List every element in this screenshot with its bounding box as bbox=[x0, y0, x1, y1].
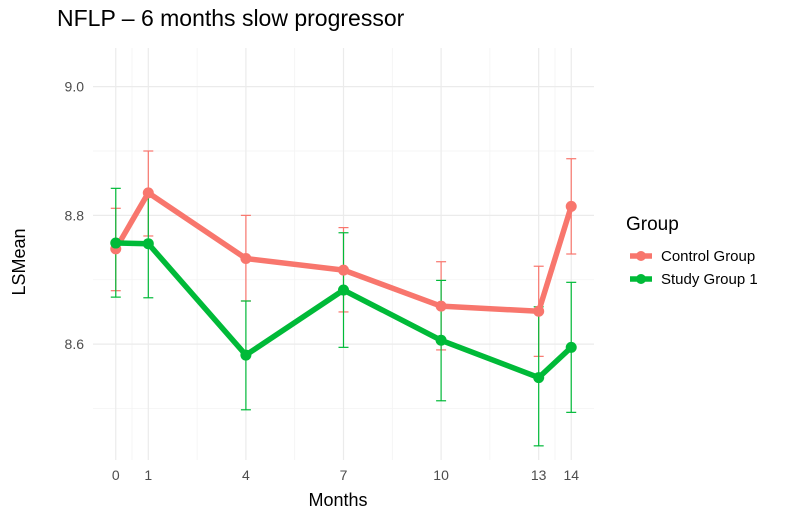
series-points bbox=[110, 187, 577, 384]
x-tick-label: 13 bbox=[531, 467, 547, 483]
legend-title: Group bbox=[626, 214, 679, 235]
x-tick-label: 14 bbox=[563, 467, 579, 483]
x-tick-label: 10 bbox=[433, 467, 449, 483]
chart-title: NFLP – 6 months slow progressor bbox=[57, 5, 405, 31]
x-tick-labels: 0 1 4 7 10 13 14 bbox=[112, 467, 579, 483]
x-tick-label: 1 bbox=[144, 467, 152, 483]
data-point-control-group bbox=[533, 305, 545, 317]
y-tick-label: 8.8 bbox=[65, 207, 85, 223]
data-point-study-group-1 bbox=[240, 349, 252, 361]
legend-label-control-group: Control Group bbox=[661, 248, 755, 265]
data-point-control-group bbox=[142, 187, 154, 199]
data-point-study-group-1 bbox=[142, 238, 154, 250]
legend-key-study-group-1 bbox=[630, 274, 652, 284]
y-tick-labels: 8.6 8.8 9.0 bbox=[65, 79, 85, 353]
x-axis-label: Months bbox=[308, 490, 367, 510]
y-axis-label: LSMean bbox=[9, 228, 29, 295]
legend-key-control-group bbox=[630, 251, 652, 261]
y-tick-label: 8.6 bbox=[65, 336, 85, 352]
data-point-control-group bbox=[240, 253, 252, 265]
x-tick-label: 4 bbox=[242, 467, 250, 483]
data-point-study-group-1 bbox=[110, 237, 122, 249]
data-point-study-group-1 bbox=[338, 284, 349, 296]
data-point-control-group bbox=[435, 300, 447, 312]
legend: Group Control Group Study Group 1 bbox=[626, 214, 758, 288]
data-point-study-group-1 bbox=[435, 334, 447, 346]
x-tick-label: 7 bbox=[340, 467, 348, 483]
data-point-study-group-1 bbox=[533, 372, 545, 384]
data-point-control-group bbox=[565, 200, 577, 212]
x-tick-label: 0 bbox=[112, 467, 120, 483]
data-point-study-group-1 bbox=[565, 341, 577, 353]
y-tick-label: 9.0 bbox=[65, 79, 85, 95]
data-point-control-group bbox=[338, 264, 349, 276]
legend-label-study-group-1: Study Group 1 bbox=[661, 271, 758, 288]
